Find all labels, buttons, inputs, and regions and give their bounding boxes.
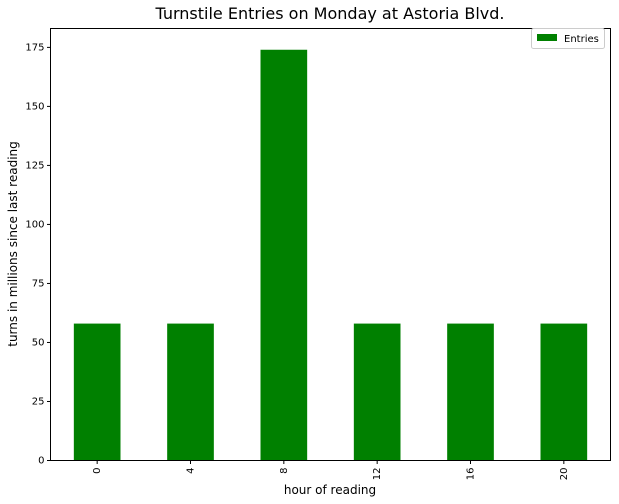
y-tick-label: 0 [38, 456, 44, 467]
bar-hour-8 [260, 49, 308, 461]
bars-group [73, 49, 588, 461]
x-tick-label: 16 [466, 468, 477, 481]
bar-hour-16 [447, 323, 494, 461]
plot-frame [50, 28, 611, 461]
y-tick-label: 125 [25, 160, 44, 171]
x-axis-label: hour of reading [284, 483, 376, 497]
y-tick-label: 50 [32, 337, 45, 348]
y-tick-label: 175 [25, 42, 44, 53]
chart-title: Turnstile Entries on Monday at Astoria B… [155, 4, 505, 23]
legend-label-entries: Entries [564, 34, 599, 45]
y-tick-label: 75 [32, 278, 45, 289]
x-tick-label: 0 [92, 468, 103, 474]
bar-hour-4 [167, 323, 214, 461]
x-tick-label: 12 [372, 468, 383, 481]
legend-swatch-entries [537, 34, 557, 41]
bar-hour-0 [73, 323, 121, 461]
y-tick-label: 25 [32, 396, 45, 407]
y-axis-ticks: 0 25 50 75 100 125 150 175 [25, 42, 51, 467]
y-axis-label: turns in millions since last reading [6, 141, 20, 347]
x-tick-label: 4 [186, 468, 197, 474]
x-tick-label: 20 [559, 468, 570, 481]
legend-box [531, 28, 605, 49]
bar-hour-12 [353, 323, 401, 461]
x-tick-label: 8 [279, 468, 290, 474]
legend: Entries [531, 28, 605, 49]
y-tick-label: 150 [25, 101, 44, 112]
y-tick-label: 100 [25, 219, 44, 230]
x-axis-ticks: 0 4 8 12 16 20 [92, 460, 570, 481]
bar-hour-20 [540, 323, 588, 461]
